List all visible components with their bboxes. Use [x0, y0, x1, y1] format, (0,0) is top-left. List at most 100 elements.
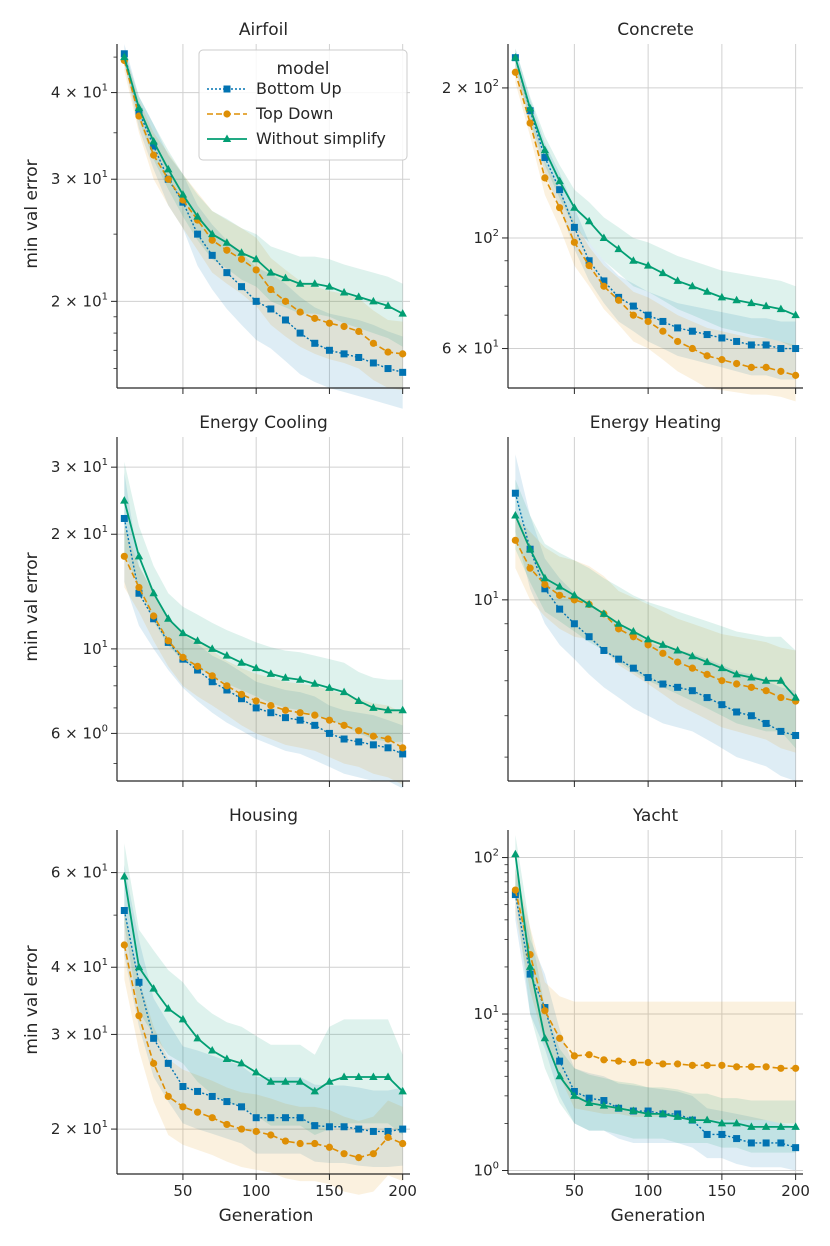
- marker-triangle: [164, 164, 173, 173]
- marker-triangle: [120, 496, 129, 504]
- marker-triangle: [717, 292, 727, 301]
- marker-circle: [644, 1058, 652, 1067]
- marker-square: [585, 257, 593, 265]
- y-tick-label: 101: [474, 590, 499, 609]
- marker-triangle: [555, 1071, 564, 1080]
- marker-circle: [150, 1059, 158, 1067]
- band-top-down: [124, 526, 403, 785]
- marker-triangle: [266, 268, 276, 276]
- marker-circle: [674, 337, 682, 346]
- legend-label: Without simplify: [256, 129, 386, 148]
- marker-circle: [179, 653, 187, 661]
- marker-square: [311, 1122, 319, 1130]
- panel-airfoil: 4 × 101 3 × 101 2 × 101 Airfoil: [51, 20, 410, 409]
- marker-triangle: [761, 1122, 771, 1130]
- marker-circle: [296, 1139, 304, 1148]
- marker-square: [556, 605, 564, 613]
- marker-circle: [629, 633, 637, 641]
- marker-triangle: [540, 145, 550, 154]
- marker-triangle: [732, 669, 741, 678]
- marker-circle: [311, 711, 319, 719]
- marker-square: [369, 741, 377, 749]
- panel-energy-heating: 101 Energy Heating: [474, 413, 803, 787]
- marker-circle: [267, 701, 275, 710]
- marker-triangle: [339, 687, 349, 696]
- marker-circle: [718, 677, 726, 685]
- marker-circle: [369, 732, 377, 740]
- marker-triangle: [732, 295, 741, 304]
- band-top-down: [124, 910, 403, 1195]
- marker-square: [267, 305, 275, 313]
- marker-circle: [556, 591, 564, 599]
- marker-square: [223, 686, 231, 694]
- marker-square: [511, 489, 519, 497]
- marker-triangle: [193, 1033, 202, 1042]
- marker-square: [194, 230, 202, 238]
- panel-title: Yacht: [632, 806, 679, 826]
- y-tick-label: 3 × 101: [51, 1024, 108, 1043]
- marker-triangle: [354, 292, 363, 300]
- marker-triangle: [149, 984, 158, 992]
- marker-triangle: [584, 599, 594, 608]
- marker-triangle: [383, 705, 393, 714]
- marker-triangle: [310, 279, 319, 287]
- marker-square: [238, 283, 246, 291]
- marker-square: [238, 695, 246, 703]
- marker-circle: [208, 236, 216, 244]
- series-line-without-simplify: [514, 57, 796, 317]
- marker-triangle: [222, 238, 232, 246]
- band-bottom-up: [515, 868, 796, 1171]
- marker-triangle: [599, 1101, 609, 1109]
- marker-square: [674, 324, 682, 332]
- marker-square: [150, 142, 158, 150]
- y-tick-label: 3 × 101: [51, 457, 108, 476]
- marker-square: [526, 970, 534, 978]
- marker-square: [747, 341, 755, 349]
- marker-square: [733, 337, 741, 345]
- y-tick-label: 102: [474, 848, 499, 867]
- panel-yacht: 50 100 150 200 102 101 100 Yacht: [474, 806, 810, 1200]
- marker-square: [252, 297, 260, 305]
- marker-square: [223, 1098, 231, 1106]
- marker-square: [384, 744, 392, 752]
- marker-circle: [659, 1060, 667, 1068]
- marker-triangle: [540, 1033, 550, 1042]
- marker-triangle: [614, 1103, 623, 1112]
- panel-energy-cooling: 3 × 101 2 × 101 101 6 × 100 Energy Cooling: [51, 413, 410, 789]
- marker-square: [747, 1139, 755, 1147]
- legend-frame: [198, 49, 408, 161]
- marker-triangle: [325, 683, 334, 691]
- marker-square: [399, 750, 407, 758]
- x-tick-label: 50: [565, 1182, 584, 1200]
- marker-circle: [615, 625, 623, 633]
- marker-square: [120, 907, 128, 915]
- marker-triangle: [629, 1106, 638, 1115]
- marker-circle: [762, 1063, 770, 1071]
- series-line-without-simplify: [123, 56, 404, 315]
- marker-square: [718, 334, 726, 342]
- band-top-down: [515, 62, 796, 402]
- marker-circle: [644, 317, 652, 326]
- marker-square: [703, 694, 711, 702]
- marker-circle: [688, 664, 696, 672]
- marker-circle: [193, 1108, 202, 1116]
- marker-triangle: [222, 651, 232, 659]
- marker-square: [340, 1123, 348, 1131]
- marker-circle: [733, 680, 741, 688]
- marker-triangle: [164, 1004, 173, 1012]
- marker-square: [150, 1034, 158, 1042]
- panel-concrete: 2 × 102 102 6 × 101 Concrete: [442, 20, 803, 402]
- y-tick-label: 6 × 101: [442, 339, 499, 358]
- marker-triangle: [511, 53, 520, 61]
- marker-square: [777, 1139, 785, 1147]
- marker-circle: [164, 175, 172, 183]
- marker-triangle: [658, 1109, 668, 1117]
- marker-circle: [164, 1092, 172, 1101]
- marker-triangle: [354, 1072, 363, 1080]
- marker-triangle: [339, 287, 349, 296]
- marker-triangle: [570, 590, 579, 599]
- marker-circle: [384, 1133, 392, 1142]
- marker-circle: [792, 371, 800, 379]
- marker-square: [135, 978, 143, 986]
